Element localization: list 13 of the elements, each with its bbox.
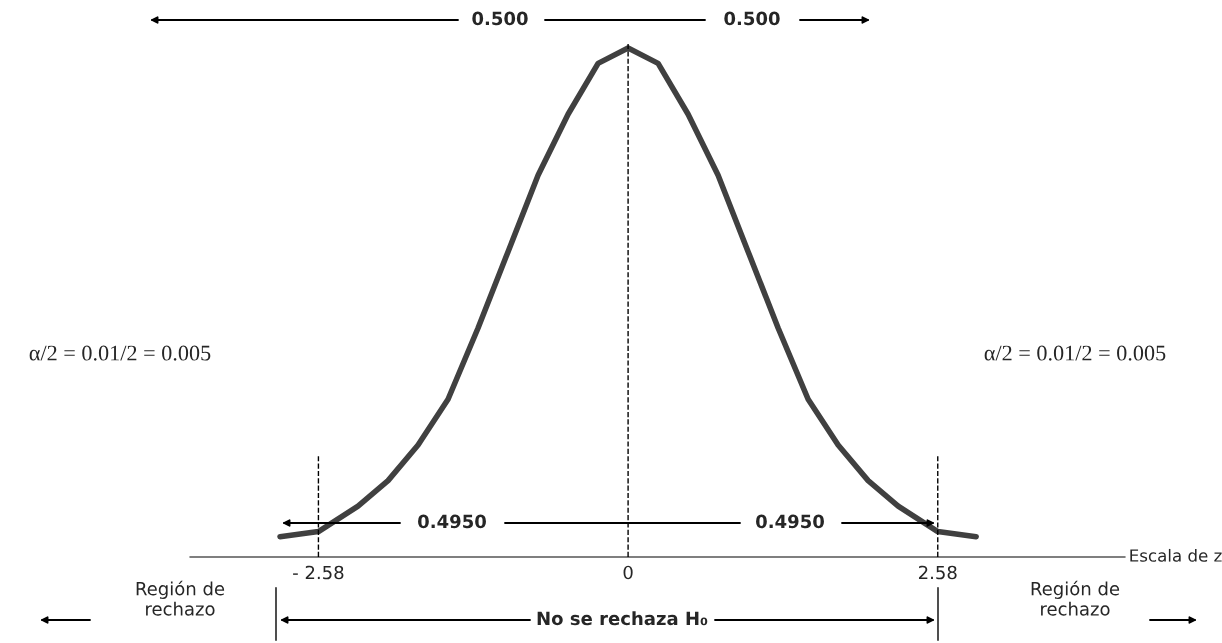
x-tick-label: - 2.58 xyxy=(293,565,344,580)
annotation: 0.4950 xyxy=(418,514,486,529)
text: 0.500 xyxy=(472,11,528,26)
x-axis-title: Escala de z xyxy=(1130,548,1222,562)
text: Región de rechazo xyxy=(1031,580,1120,616)
text: Región de rechazo xyxy=(136,580,225,616)
annotation: 0.4950 xyxy=(756,514,824,529)
text: 0.500 xyxy=(724,11,780,26)
x-tick-label: 2.58 xyxy=(918,565,957,580)
x-tick-label: 0 xyxy=(623,565,633,580)
annotation: α/2 = 0.01/2 = 0.005 xyxy=(984,345,1166,361)
text: No se rechaza H₀ xyxy=(537,611,708,626)
annotation: α/2 = 0.01/2 = 0.005 xyxy=(29,345,211,361)
